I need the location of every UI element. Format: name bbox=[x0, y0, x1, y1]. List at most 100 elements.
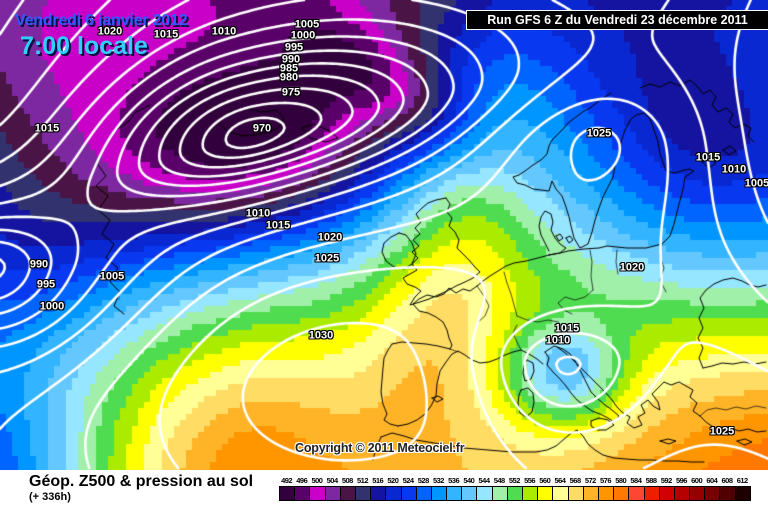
legend-value: 540 bbox=[463, 476, 475, 485]
legend-value: 564 bbox=[554, 476, 566, 485]
legend-swatch bbox=[325, 487, 341, 500]
legend-value: 548 bbox=[493, 476, 506, 485]
legend-value: 576 bbox=[600, 476, 612, 485]
legend-value: 496 bbox=[296, 476, 308, 485]
legend-swatch bbox=[355, 487, 372, 500]
pressure-label: 995 bbox=[284, 41, 304, 54]
legend-swatch bbox=[492, 487, 508, 500]
legend-value: 528 bbox=[417, 476, 430, 485]
legend-swatch bbox=[538, 487, 554, 500]
legend-value: 492 bbox=[281, 476, 293, 485]
pressure-label: 1010 bbox=[721, 163, 747, 176]
legend-swatch bbox=[568, 487, 584, 500]
legend-value: 568 bbox=[569, 476, 582, 485]
legend-value: 604 bbox=[706, 476, 718, 485]
legend-value: 524 bbox=[402, 476, 415, 485]
valid-time-text: 7:00 locale bbox=[20, 32, 148, 60]
legend-swatch bbox=[659, 487, 675, 500]
footer-bar: Géop. Z500 & pression au sol (+ 336h) 49… bbox=[0, 470, 768, 512]
pressure-label: 1000 bbox=[39, 300, 65, 313]
legend-swatch bbox=[690, 487, 706, 500]
pressure-label: 1015 bbox=[265, 219, 291, 232]
legend-swatch bbox=[401, 487, 417, 500]
copyright-text: Copyright © 2011 Meteociel.fr bbox=[295, 441, 465, 455]
pressure-label: 1010 bbox=[545, 334, 571, 347]
pressure-label: 990 bbox=[281, 53, 301, 66]
map-title: Géop. Z500 & pression au sol bbox=[29, 473, 254, 490]
pressure-label: 1015 bbox=[153, 28, 179, 41]
legend-swatch bbox=[735, 487, 750, 500]
legend-value: 584 bbox=[630, 476, 642, 485]
legend-value: 532 bbox=[432, 476, 445, 485]
legend-value: 572 bbox=[584, 476, 597, 485]
legend-value: 520 bbox=[387, 476, 399, 485]
legend-swatches bbox=[279, 486, 751, 501]
legend-swatch bbox=[386, 487, 402, 500]
run-info-box: Run GFS 6 Z du Vendredi 23 décembre 2011 bbox=[466, 10, 768, 30]
pressure-label: 1020 bbox=[619, 261, 645, 274]
legend-swatch bbox=[447, 487, 463, 500]
legend-value: 552 bbox=[508, 476, 521, 485]
pressure-label: 1010 bbox=[245, 207, 271, 220]
legend-value: 544 bbox=[478, 476, 491, 485]
legend-value: 516 bbox=[372, 476, 384, 485]
pressure-label: 1005 bbox=[744, 177, 768, 190]
legend-value: 500 bbox=[311, 476, 323, 485]
legend-swatch bbox=[477, 487, 493, 500]
legend-swatch bbox=[310, 487, 326, 500]
pressure-label: 985 bbox=[279, 62, 299, 75]
legend-swatch bbox=[674, 487, 691, 500]
pressure-label: 1000 bbox=[290, 29, 316, 42]
pressure-label: 1005 bbox=[99, 270, 125, 283]
valid-date-text: Vendredi 6 janvier 2012 bbox=[15, 12, 188, 29]
pressure-label: 1025 bbox=[709, 425, 735, 438]
legend-swatch bbox=[553, 487, 569, 500]
pressure-label: 1005 bbox=[294, 18, 320, 31]
legend-swatch bbox=[416, 487, 432, 500]
legend-swatch bbox=[295, 487, 311, 500]
pressure-label: 1015 bbox=[554, 322, 580, 335]
legend-value: 608 bbox=[721, 476, 734, 485]
legend-swatch bbox=[371, 487, 387, 500]
legend-swatch bbox=[614, 487, 630, 500]
legend-swatch bbox=[583, 487, 599, 500]
legend-swatch bbox=[340, 487, 356, 500]
legend-swatch bbox=[507, 487, 523, 500]
pressure-label: 1025 bbox=[586, 127, 612, 140]
pressure-label: 1030 bbox=[308, 329, 334, 342]
legend-swatch bbox=[720, 487, 736, 500]
legend-value: 592 bbox=[660, 476, 673, 485]
legend-value: 600 bbox=[691, 476, 703, 485]
pressure-label: 990 bbox=[29, 258, 49, 271]
color-scale-legend: 492 496 500 504 508 512 516 520 524 528 532 536 540 5… bbox=[279, 476, 751, 501]
legend-swatch bbox=[629, 487, 645, 500]
pressure-label: 1020 bbox=[97, 25, 123, 38]
legend-value: 588 bbox=[645, 476, 658, 485]
legend-value: 536 bbox=[448, 476, 460, 485]
pressure-label: 995 bbox=[36, 278, 56, 291]
legend-values: 492 496 500 504 508 512 516 520 524 528 532 536 540 5… bbox=[279, 476, 751, 485]
pressure-label: 1015 bbox=[34, 122, 60, 135]
legend-swatch bbox=[644, 487, 660, 500]
legend-value: 504 bbox=[326, 476, 339, 485]
pressure-label: 1010 bbox=[211, 25, 237, 38]
legend-value: 556 bbox=[524, 476, 536, 485]
pressure-label: 970 bbox=[252, 122, 272, 135]
legend-swatch bbox=[598, 487, 615, 500]
legend-value: 512 bbox=[357, 476, 369, 485]
pressure-label: 1025 bbox=[314, 252, 340, 265]
legend-value: 580 bbox=[615, 476, 627, 485]
weather-map-canvas bbox=[0, 0, 768, 470]
pressure-label: 980 bbox=[279, 71, 299, 84]
legend-swatch bbox=[523, 487, 539, 500]
pressure-label: 1015 bbox=[695, 151, 721, 164]
legend-value: 612 bbox=[736, 476, 749, 485]
legend-swatch bbox=[280, 487, 296, 500]
legend-swatch bbox=[462, 487, 478, 500]
legend-swatch bbox=[431, 487, 448, 500]
legend-value: 560 bbox=[539, 476, 551, 485]
pressure-label: 1020 bbox=[317, 231, 343, 244]
pressure-label: 975 bbox=[281, 86, 301, 99]
legend-swatch bbox=[705, 487, 721, 500]
